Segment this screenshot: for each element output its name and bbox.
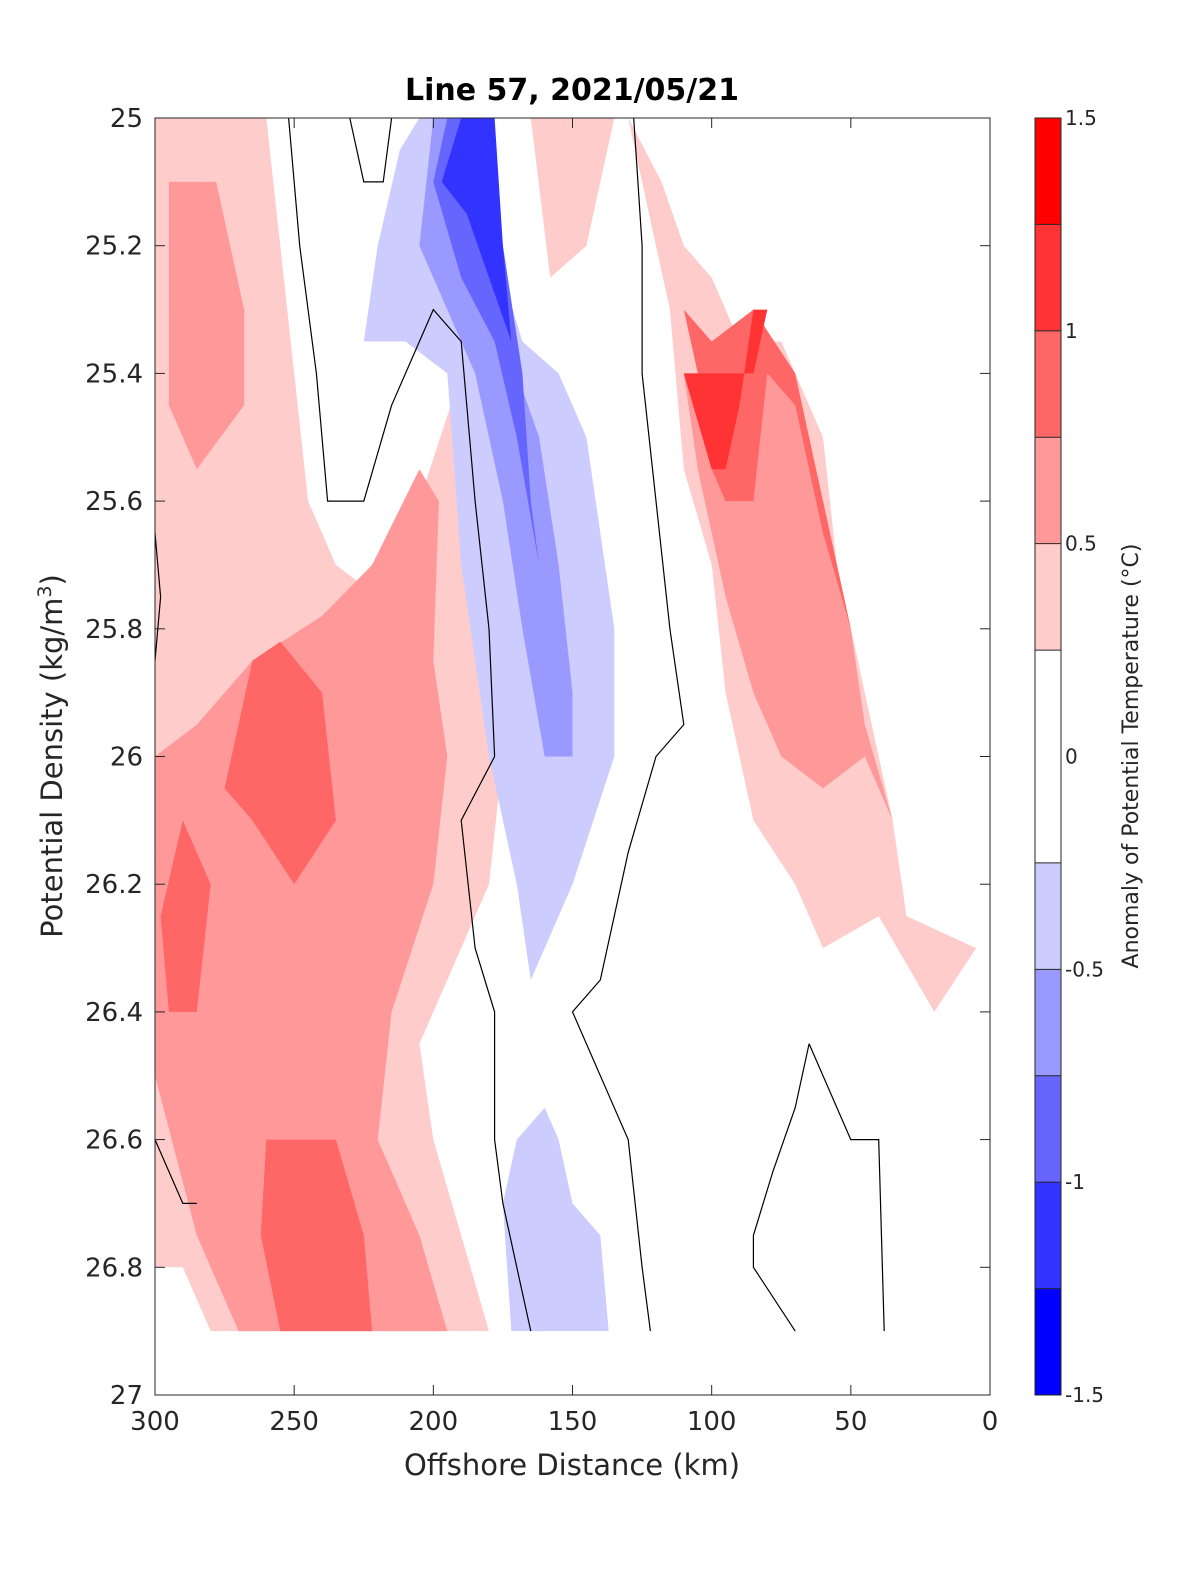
plot-area: 300 250 200 150 100 50 0 2525.225.425.625.8262… [85,104,998,1437]
y-tick-label: 25.6 [85,487,143,517]
contour-region-6 [260,1139,373,1332]
x-axis-label: Offshore Distance (km) [404,1448,740,1482]
colorbar-tick-label: 1.5 [1065,106,1097,130]
x-tick-label: 250 [269,1407,319,1437]
x-tick-label: 150 [548,1407,598,1437]
y-axis-label: Potential Density (kg/m3) [34,574,69,938]
contour-region-14 [419,118,573,757]
contour-region-17 [502,1107,609,1332]
colorbar-tick-label: -0.5 [1065,957,1104,981]
zero-contour-line-6 [808,1043,885,1332]
contour-region-15 [433,118,540,565]
colorbar-ticks: 1.5 1 0.5 0 -0.5 -1 -1.5 [1065,106,1104,1407]
y-tick-label: 26.8 [85,1253,143,1283]
zero-contour-line-7 [752,1043,810,1332]
y-axis-label-tail: ) [35,574,69,585]
y-tick-label: 26.4 [85,998,143,1028]
x-tick-label: 200 [409,1407,459,1437]
colorbar-levels [1035,117,1061,1395]
y-tick-label: 25 [110,104,143,134]
zero-contour-line-5 [154,1139,197,1205]
contour-region-8 [530,118,615,278]
colorbar-level-1 [1035,118,1061,225]
x-tick-label: 50 [834,1407,867,1437]
contour-region-12 [683,309,768,470]
zero-contour-line-3 [571,117,685,1332]
contour-region-2 [168,181,245,470]
zero-contour-line-1 [288,117,532,1332]
contour-region-16 [441,118,512,342]
y-tick-label: 26 [110,743,143,773]
y-tick-label: 26.6 [85,1126,143,1156]
colorbar-tick-label: 1 [1065,319,1078,343]
colorbar-frame [1034,117,1062,1396]
colorbar-label: Anomaly of Potential Temperature (°C) [1119,544,1144,969]
zero-contour-line-2 [349,117,393,183]
chart-title: Line 57, 2021/05/21 [405,73,739,108]
y-tick-label: 25.8 [85,615,143,645]
colorbar-tick-label: -1 [1065,1170,1085,1194]
y-tick-label: 27 [110,1381,143,1411]
colorbar-tick-label: -1.5 [1065,1383,1104,1407]
colorbar-level-10 [1035,1182,1061,1289]
filled-contour-regions [155,118,977,1332]
zero-contour-line-4 [154,532,162,661]
x-tick-label: 300 [130,1407,180,1437]
zero-contour-lines [154,117,885,1332]
colorbar-level-8 [1035,969,1061,1076]
colorbar-level-2 [1035,224,1061,331]
colorbar-level-11 [1035,1288,1061,1395]
contour-region-5 [160,820,211,1012]
contour-region-4 [224,641,336,885]
x-tick-label: 0 [982,1407,999,1437]
y-axis-label-superscript: 3 [34,585,56,597]
contour-region-13 [363,118,615,980]
colorbar-level-5 [1035,543,1061,651]
x-axis-ticks: 300 250 200 150 100 50 0 [130,118,998,1437]
colorbar-level-6 [1035,650,1061,863]
y-tick-label: 26.2 [85,870,143,900]
colorbar-level-9 [1035,1075,1061,1183]
x-tick-label: 100 [687,1407,737,1437]
y-axis-label-main: Potential Density (kg/m [35,598,69,938]
contour-region-3 [155,469,448,1332]
colorbar-level-3 [1035,330,1061,438]
y-tick-label: 25.4 [85,359,143,389]
colorbar: 1.5 1 0.5 0 -0.5 -1 -1.5 Anomaly of Potential … [1034,106,1144,1407]
y-tick-label: 25.2 [85,232,143,262]
colorbar-level-4 [1035,437,1061,544]
y-axis-ticks: 25 25.2 25.4 25.6 25.8 26 26.2 26.4 26.6 26.8 27 [85,104,990,1411]
colorbar-tick-label: 0.5 [1065,532,1097,556]
colorbar-tick-label: 0 [1065,745,1078,769]
colorbar-level-7 [1035,862,1061,970]
